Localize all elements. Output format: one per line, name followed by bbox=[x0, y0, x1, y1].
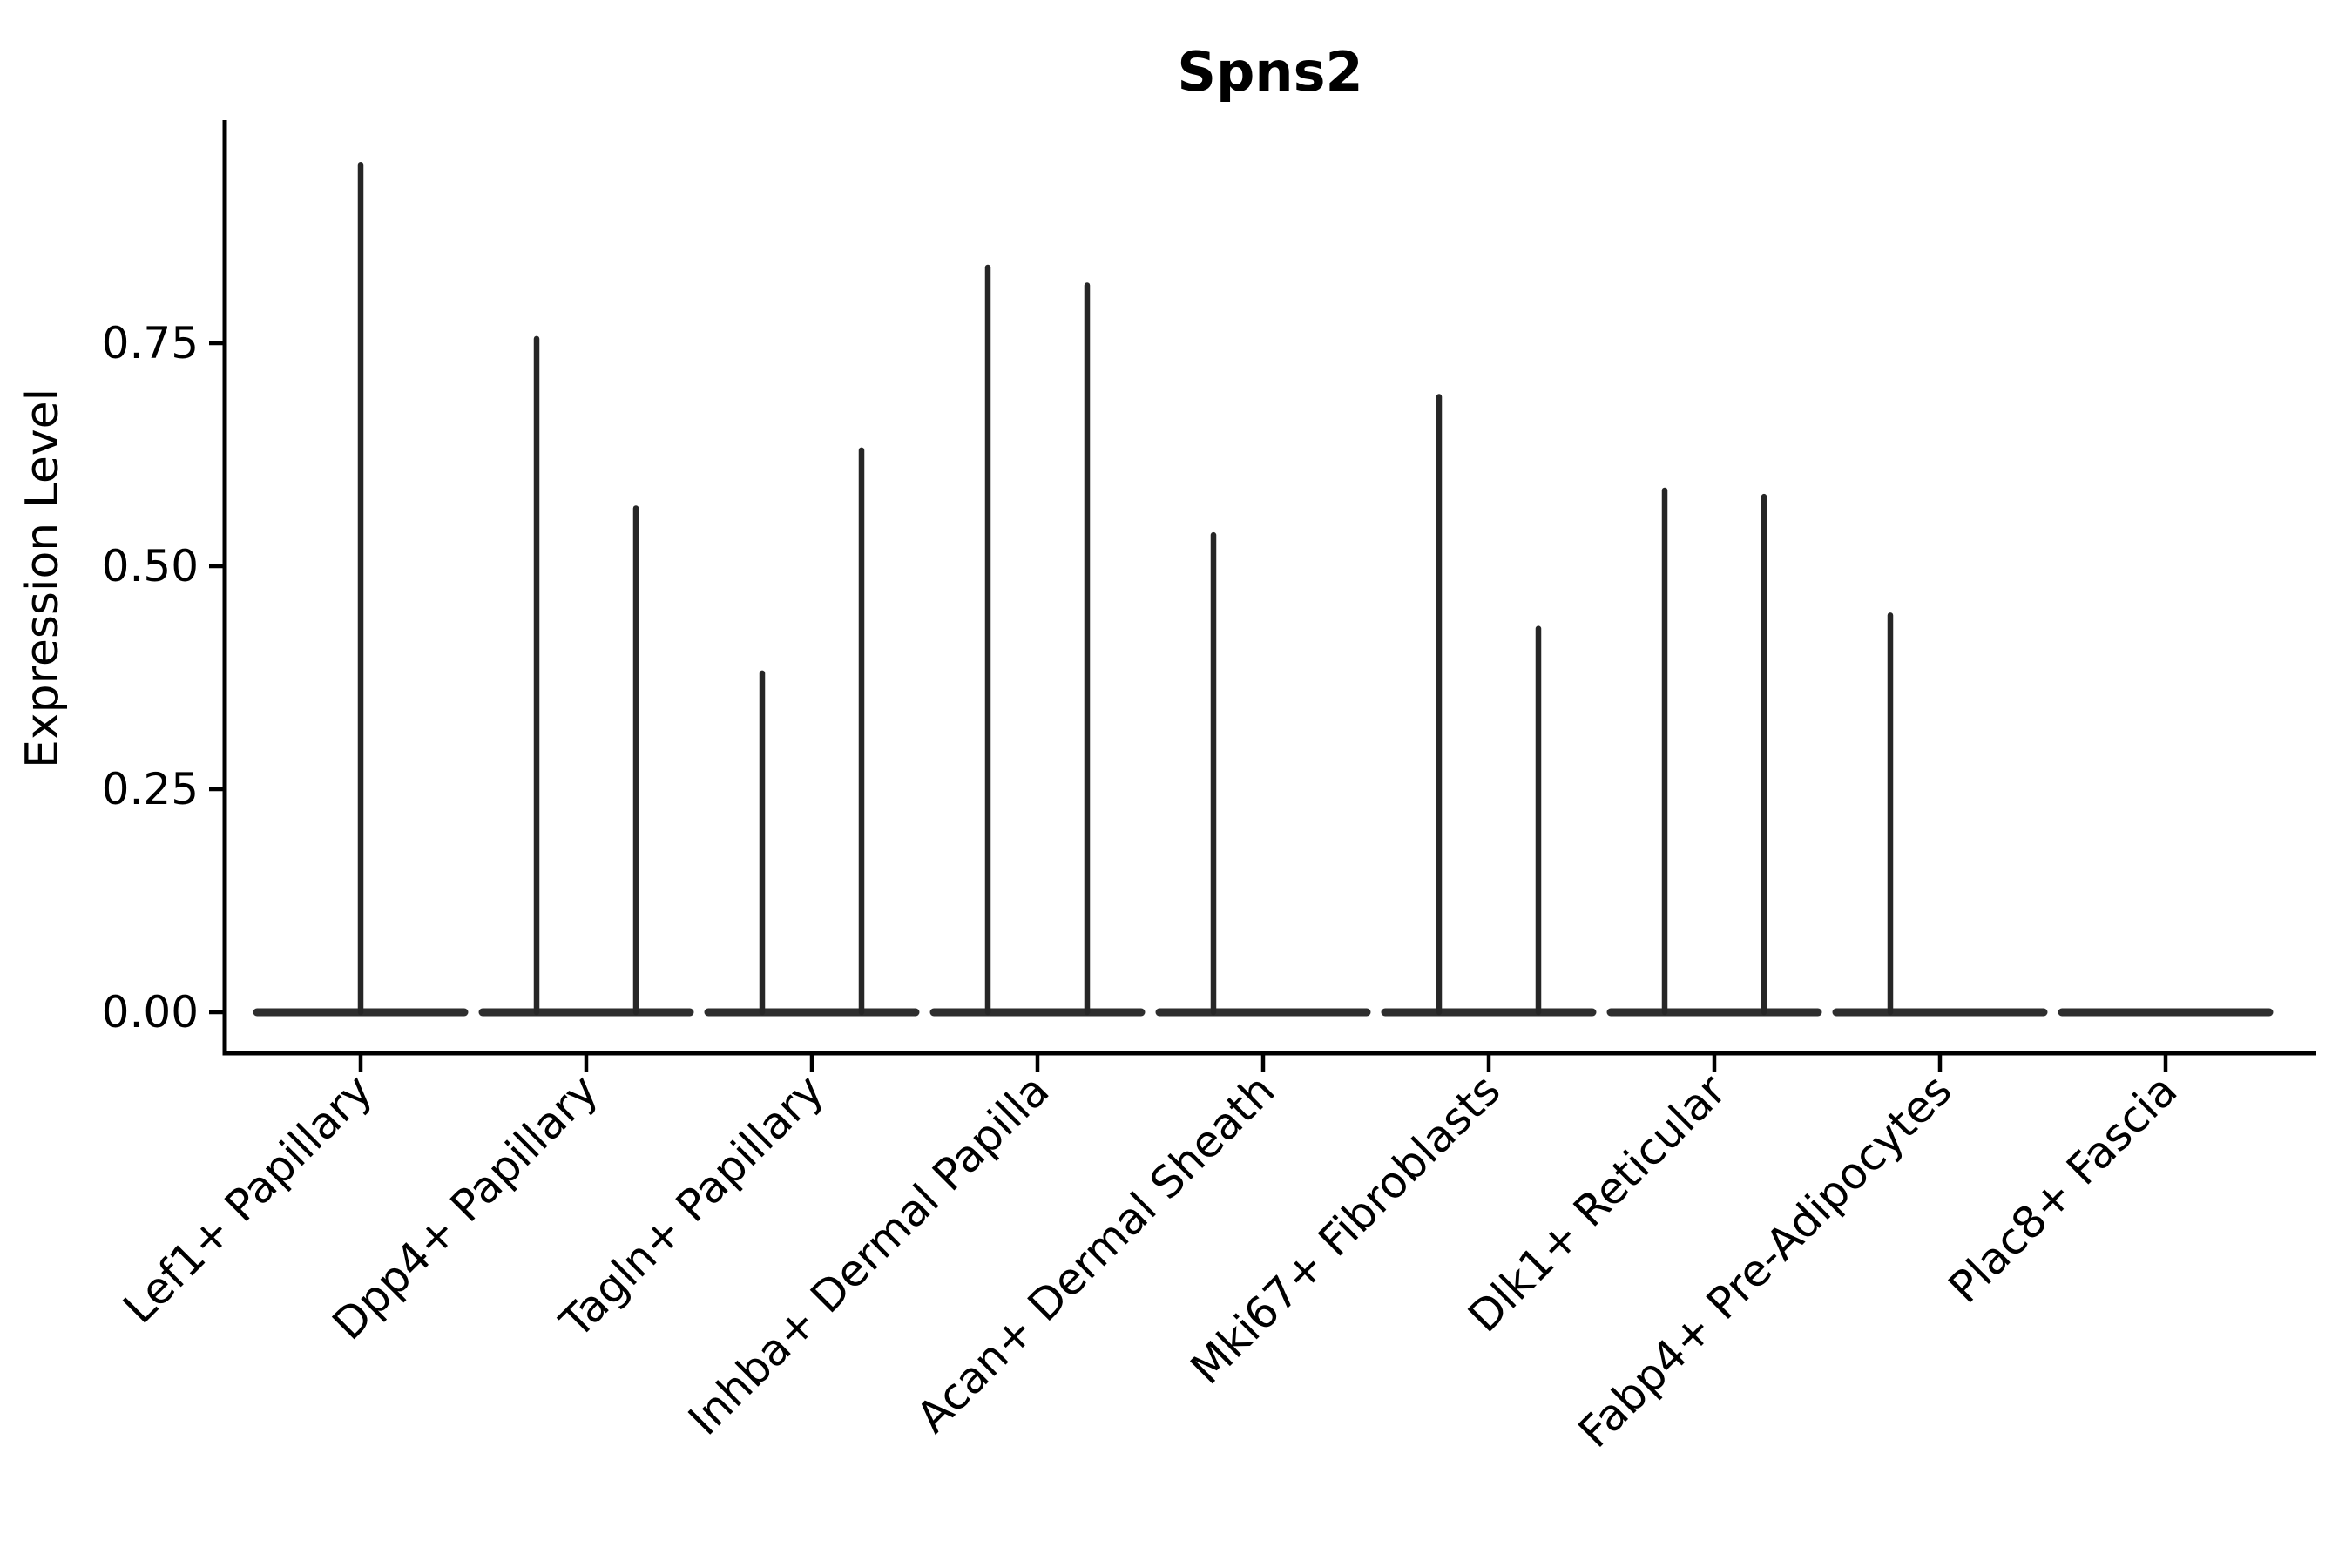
x-tick-label: Fabp4+ Pre-Adipocytes bbox=[1569, 1064, 1962, 1457]
chart-title: Spns2 bbox=[1177, 40, 1362, 104]
violins bbox=[253, 161, 2274, 1017]
x-tick-label: Lef1+ Papillary bbox=[113, 1064, 382, 1333]
x-tick-label: Inhba+ Dermal Papilla bbox=[679, 1064, 1058, 1444]
y-tick-label: 0.75 bbox=[102, 318, 199, 368]
y-tick-label: 0.50 bbox=[102, 541, 199, 591]
y-axis-label: Expression Level bbox=[17, 389, 69, 768]
x-tick-label: Plac8+ Fascia bbox=[1939, 1064, 2187, 1313]
y-tick-label: 0.00 bbox=[102, 987, 199, 1037]
y-tick-label: 0.25 bbox=[102, 764, 199, 814]
y-ticks: 0.00 0.25 0.50 0.75 bbox=[102, 318, 225, 1037]
x-tick-label: Acan+ Dermal Sheath bbox=[907, 1064, 1285, 1443]
